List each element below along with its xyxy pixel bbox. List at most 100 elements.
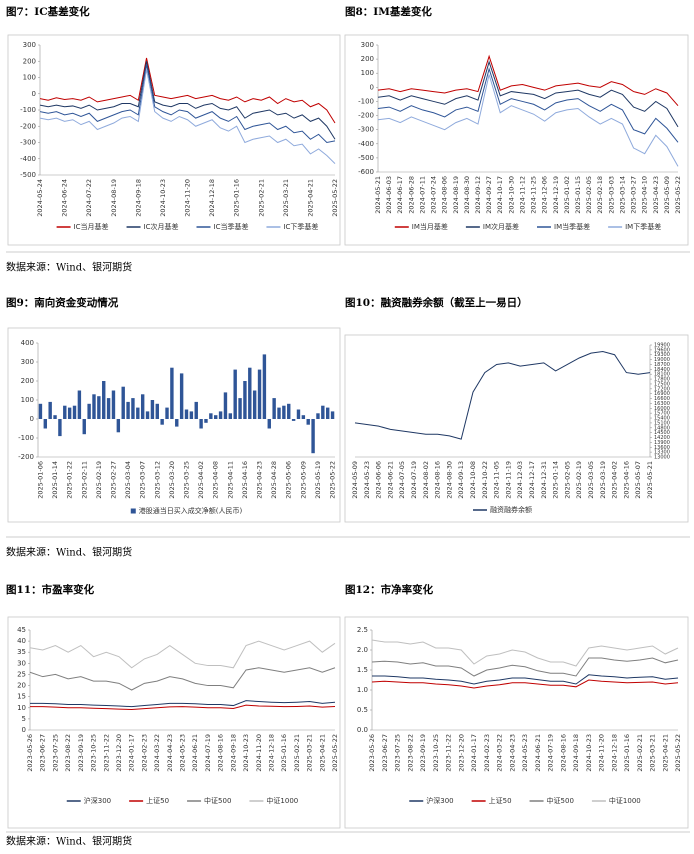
x-tick-label: 2025-05-22 (674, 176, 682, 214)
bar (102, 381, 106, 419)
y-tick-label: -100 (18, 434, 34, 442)
x-tick-label: 2025-01-16 (233, 179, 241, 217)
legend-label: 上证50 (489, 796, 512, 805)
y-tick-label: 13600 (654, 445, 670, 451)
series-line (372, 674, 679, 685)
bar (72, 405, 77, 419)
bar (228, 413, 233, 419)
x-tick-label: 2024-04-23 (508, 734, 516, 772)
x-tick-label: 2024-06-03 (385, 176, 393, 214)
y-tick-label: 13900 (654, 440, 670, 446)
x-tick-label: 2024-02-23 (140, 734, 148, 772)
x-tick-label: 2025-04-02 (197, 461, 205, 499)
series-line (29, 640, 336, 669)
y-tick-label: 13000 (654, 455, 670, 461)
x-tick-label: 2024-07-19 (204, 734, 212, 772)
y-tick-label: 16600 (654, 396, 670, 402)
x-tick-label: 2023-09-19 (77, 734, 85, 772)
bar (218, 411, 223, 419)
y-tick-label: 15 (17, 693, 26, 701)
y-tick-label: 14200 (654, 435, 670, 441)
y-tick-label: 2.5 (357, 626, 368, 634)
x-tick-label: 2025-03-21 (282, 179, 290, 217)
x-tick-label: 2024-01-17 (470, 734, 478, 772)
bar (111, 390, 116, 419)
x-tick-label: 2024-09-18 (572, 734, 580, 772)
x-tick-label: 2025-04-21 (661, 734, 669, 772)
legend-label: 中证500 (204, 796, 231, 805)
y-tick-label: 0 (30, 415, 34, 423)
legend-label: IC次月基差 (144, 222, 179, 231)
x-tick-label: 2024-08-16 (434, 461, 442, 499)
x-tick-label: 2024-08-19 (452, 176, 460, 214)
y-tick-label: 17200 (654, 386, 670, 392)
x-tick-label: 2024-07-19 (410, 461, 418, 499)
bar (262, 354, 267, 419)
y-tick-label: 19000 (654, 357, 670, 363)
x-tick-label: 2024-12-18 (208, 179, 216, 217)
x-tick-label: 2025-03-19 (599, 461, 607, 499)
y-tick-label: 0 (370, 83, 374, 91)
bar (58, 419, 62, 437)
x-tick-label: 2024-07-11 (418, 176, 426, 214)
x-tick-label: 2025-02-21 (636, 734, 644, 772)
series-line (371, 639, 679, 667)
x-tick-label: 2025-01-16 (280, 734, 288, 772)
x-tick-label: 2024-10-22 (481, 461, 489, 499)
bar (43, 419, 48, 429)
x-tick-label: 2025-03-27 (630, 176, 638, 214)
y-tick-label: -600 (358, 168, 374, 176)
x-tick-label: 2024-08-06 (441, 176, 449, 214)
bar (145, 411, 150, 419)
y-tick-label: 100 (21, 396, 34, 404)
bar (306, 419, 310, 425)
y-tick-label: 15700 (654, 411, 670, 417)
y-tick-label: 200 (21, 377, 34, 385)
y-tick-label: -200 (18, 453, 34, 461)
y-tick-label: 30 (17, 659, 26, 667)
bar (82, 419, 86, 435)
x-tick-label: 2024-12-17 (528, 461, 536, 499)
y-tick-label: 19900 (654, 343, 670, 349)
legend-label: IM当月基差 (412, 222, 448, 231)
y-tick-label: 25 (17, 670, 26, 678)
x-tick-label: 2024-12-18 (610, 734, 618, 772)
bar (223, 392, 228, 419)
chart-frame (344, 34, 689, 246)
legend-label: IC当月基差 (74, 222, 109, 231)
bar (301, 415, 306, 419)
bar (257, 369, 262, 419)
x-tick-label: 2025-02-19 (575, 461, 583, 499)
x-tick-label: 2024-06-24 (61, 179, 69, 217)
y-tick-label: 14500 (654, 430, 670, 436)
x-tick-label: 2023-05-26 (26, 734, 34, 772)
x-tick-label: 2023-07-25 (51, 734, 59, 772)
x-tick-label: 2023-12-20 (115, 734, 123, 772)
bar (87, 403, 91, 419)
x-tick-label: 2025-01-02 (563, 176, 571, 214)
x-tick-label: 2025-02-27 (109, 461, 117, 499)
x-tick-label: 2024-11-05 (493, 461, 501, 499)
legend-label: IC当季基差 (214, 222, 249, 231)
legend-label: IM次月基差 (483, 222, 519, 231)
x-tick-label: 2024-02-23 (483, 734, 491, 772)
x-tick-label: 2024-11-25 (530, 176, 538, 214)
y-tick-label: 0.5 (357, 706, 368, 714)
legend-label: 中证500 (547, 796, 574, 805)
x-tick-label: 2025-04-08 (212, 461, 220, 499)
bar (311, 419, 315, 454)
x-tick-label: 2025-03-04 (124, 461, 132, 499)
bar (194, 401, 198, 419)
y-tick-label: -100 (20, 106, 36, 114)
x-tick-label: 2024-01-17 (128, 734, 136, 772)
series-line (30, 700, 336, 708)
y-tick-label: 15400 (654, 416, 670, 422)
x-tick-label: 2024-11-20 (184, 179, 192, 217)
x-tick-label: 2024-09-12 (474, 176, 482, 214)
bar (204, 419, 208, 423)
x-tick-label: 2025-05-22 (674, 734, 682, 772)
y-tick-label: 45 (17, 626, 26, 634)
x-tick-label: 2024-08-16 (217, 734, 225, 772)
x-tick-label: 2024-06-21 (191, 734, 199, 772)
y-tick-label: 2.0 (357, 646, 368, 654)
